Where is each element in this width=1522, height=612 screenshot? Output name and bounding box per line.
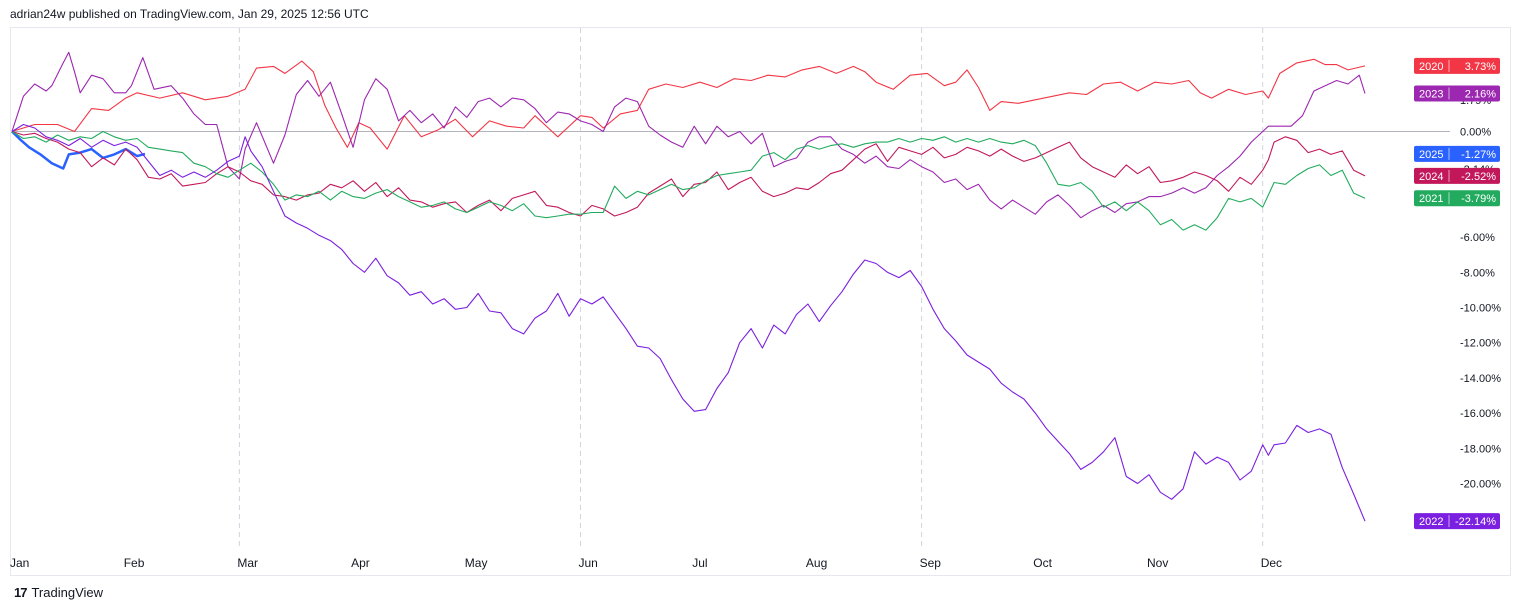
series-value-label: -3.79% xyxy=(1461,193,1496,205)
x-tick-label: Jan xyxy=(10,556,29,570)
publisher-header: adrian24w published on TradingView.com, … xyxy=(10,7,369,21)
axis-layer: Jan Feb Mar Apr May Jun Jul Aug Sep Oct Nov Dec 0.00… xyxy=(10,95,1501,570)
label-layer: 2020 3.73%2023 2.16%2025 -1.27%2024 -2.52%20… xyxy=(1414,57,1500,530)
series-name-label: 2025 xyxy=(1419,149,1443,161)
x-tick-label: Jul xyxy=(692,556,707,570)
series-badge-2022: 2022 -22.14% xyxy=(1414,513,1500,530)
series-line-2023 xyxy=(11,51,1366,219)
series-layer xyxy=(11,51,1366,522)
x-tick-label: Oct xyxy=(1033,556,1052,570)
footer-brand[interactable]: TradingView xyxy=(31,585,104,600)
series-badge-bg xyxy=(1414,513,1500,530)
series-value-label: 2.16% xyxy=(1465,88,1496,100)
x-tick-label: Aug xyxy=(806,556,827,570)
series-badge-bg xyxy=(1414,167,1500,184)
y-tick-label: -8.00% xyxy=(1460,267,1495,279)
series-badge-2023: 2023 2.16% xyxy=(1414,85,1500,102)
grid-layer xyxy=(12,28,1450,548)
x-tick-label: Mar xyxy=(237,556,258,570)
y-tick-label: -12.00% xyxy=(1460,338,1501,350)
x-tick-label: Nov xyxy=(1147,556,1168,570)
tradingview-logo-icon[interactable]: 17 xyxy=(14,585,28,600)
y-tick-label: -10.00% xyxy=(1460,303,1501,315)
x-tick-label: May xyxy=(465,556,488,570)
x-tick-label: Jun xyxy=(579,556,598,570)
series-line-2025 xyxy=(11,130,146,170)
series-badge-bg xyxy=(1414,85,1500,102)
x-tick-label: Dec xyxy=(1261,556,1282,570)
series-name-label: 2022 xyxy=(1419,516,1443,528)
series-value-label: -1.27% xyxy=(1461,149,1496,161)
series-badge-2020: 2020 3.73% xyxy=(1414,57,1500,74)
series-badge-2025: 2025 -1.27% xyxy=(1414,145,1500,162)
x-tick-label: Apr xyxy=(351,556,370,570)
series-badge-bg xyxy=(1414,57,1500,74)
series-badge-2021: 2021 -3.79% xyxy=(1414,190,1500,207)
series-badge-2024: 2024 -2.52% xyxy=(1414,167,1500,184)
y-tick-label: -16.00% xyxy=(1460,408,1501,420)
x-tick-label: Sep xyxy=(920,556,942,570)
series-line-2024 xyxy=(11,130,1366,217)
series-name-label: 2024 xyxy=(1419,171,1443,183)
y-tick-label: -14.00% xyxy=(1460,373,1501,385)
series-name-label: 2021 xyxy=(1419,193,1443,205)
series-line-2022 xyxy=(11,123,1366,522)
series-line-2021 xyxy=(11,130,1366,231)
series-badge-bg xyxy=(1414,145,1500,162)
series-value-label: -2.52% xyxy=(1461,171,1496,183)
series-line-2020 xyxy=(11,58,1366,150)
footer: 17 TradingView xyxy=(14,585,103,600)
series-name-label: 2023 xyxy=(1419,88,1443,100)
chart-frame xyxy=(10,27,1511,576)
y-tick-label: -18.00% xyxy=(1460,443,1501,455)
series-name-label: 2020 xyxy=(1419,61,1443,73)
series-badge-bg xyxy=(1414,190,1500,207)
y-tick-label: -20.00% xyxy=(1460,479,1501,491)
x-tick-label: Feb xyxy=(124,556,145,570)
series-value-label: -22.14% xyxy=(1455,516,1496,528)
y-tick-label: -6.00% xyxy=(1460,232,1495,244)
series-value-label: 3.73% xyxy=(1465,61,1496,73)
y-tick-label: 0.00% xyxy=(1460,127,1491,139)
